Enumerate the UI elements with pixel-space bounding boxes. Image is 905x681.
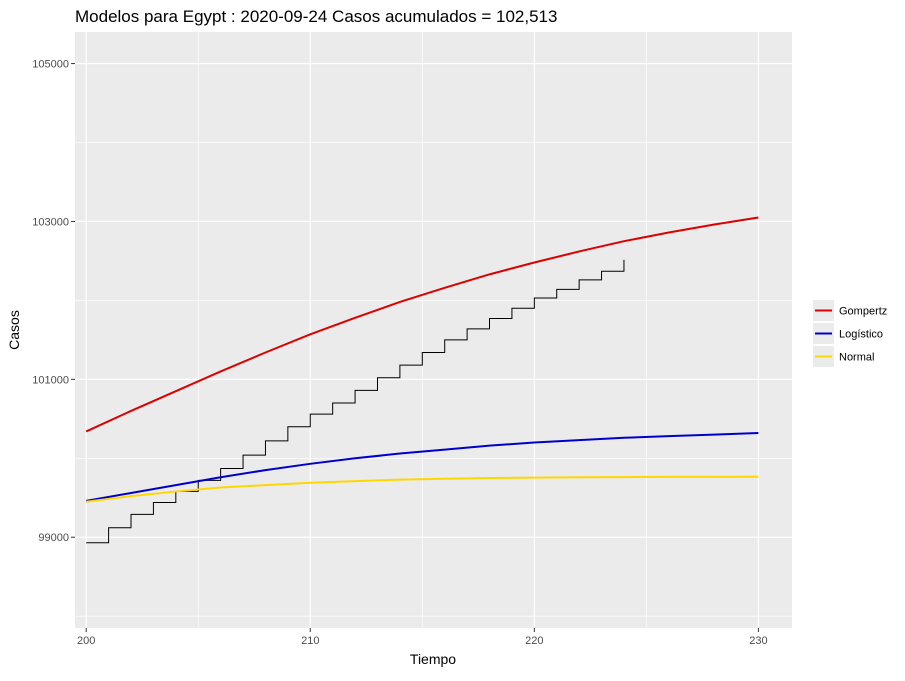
series-line-0	[85, 216, 759, 433]
series-line-2	[86, 475, 759, 503]
y-axis-ticks: 99000 101000 103000 105000	[32, 59, 75, 544]
x-tick-label-2: 220	[525, 635, 543, 647]
series-line-1	[86, 432, 759, 502]
y-tick-label-3: 105000	[32, 59, 69, 71]
legend-label-2: Normal	[839, 352, 874, 364]
legend: Gompertz Logístico Normal	[813, 300, 887, 367]
y-tick-label-0: 99000	[38, 532, 69, 544]
y-tick-label-2: 103000	[32, 216, 69, 228]
legend-label-0: Gompertz	[839, 306, 887, 318]
x-axis-label: Tiempo	[410, 651, 456, 667]
chart-title: Modelos para Egypt : 2020-09-24 Casos ac…	[75, 7, 557, 26]
y-axis-label: Casos	[6, 310, 22, 350]
x-axis-ticks: 200 210 220 230	[77, 628, 768, 647]
grid-major	[75, 32, 792, 628]
grid-minor	[75, 32, 792, 628]
x-tick-label-3: 230	[749, 635, 767, 647]
y-tick-label-1: 101000	[32, 374, 69, 386]
x-tick-label-0: 200	[77, 635, 95, 647]
legend-label-1: Logístico	[839, 329, 883, 341]
x-tick-label-1: 210	[301, 635, 319, 647]
series-layer	[85, 216, 759, 544]
plot-panel	[75, 32, 792, 628]
